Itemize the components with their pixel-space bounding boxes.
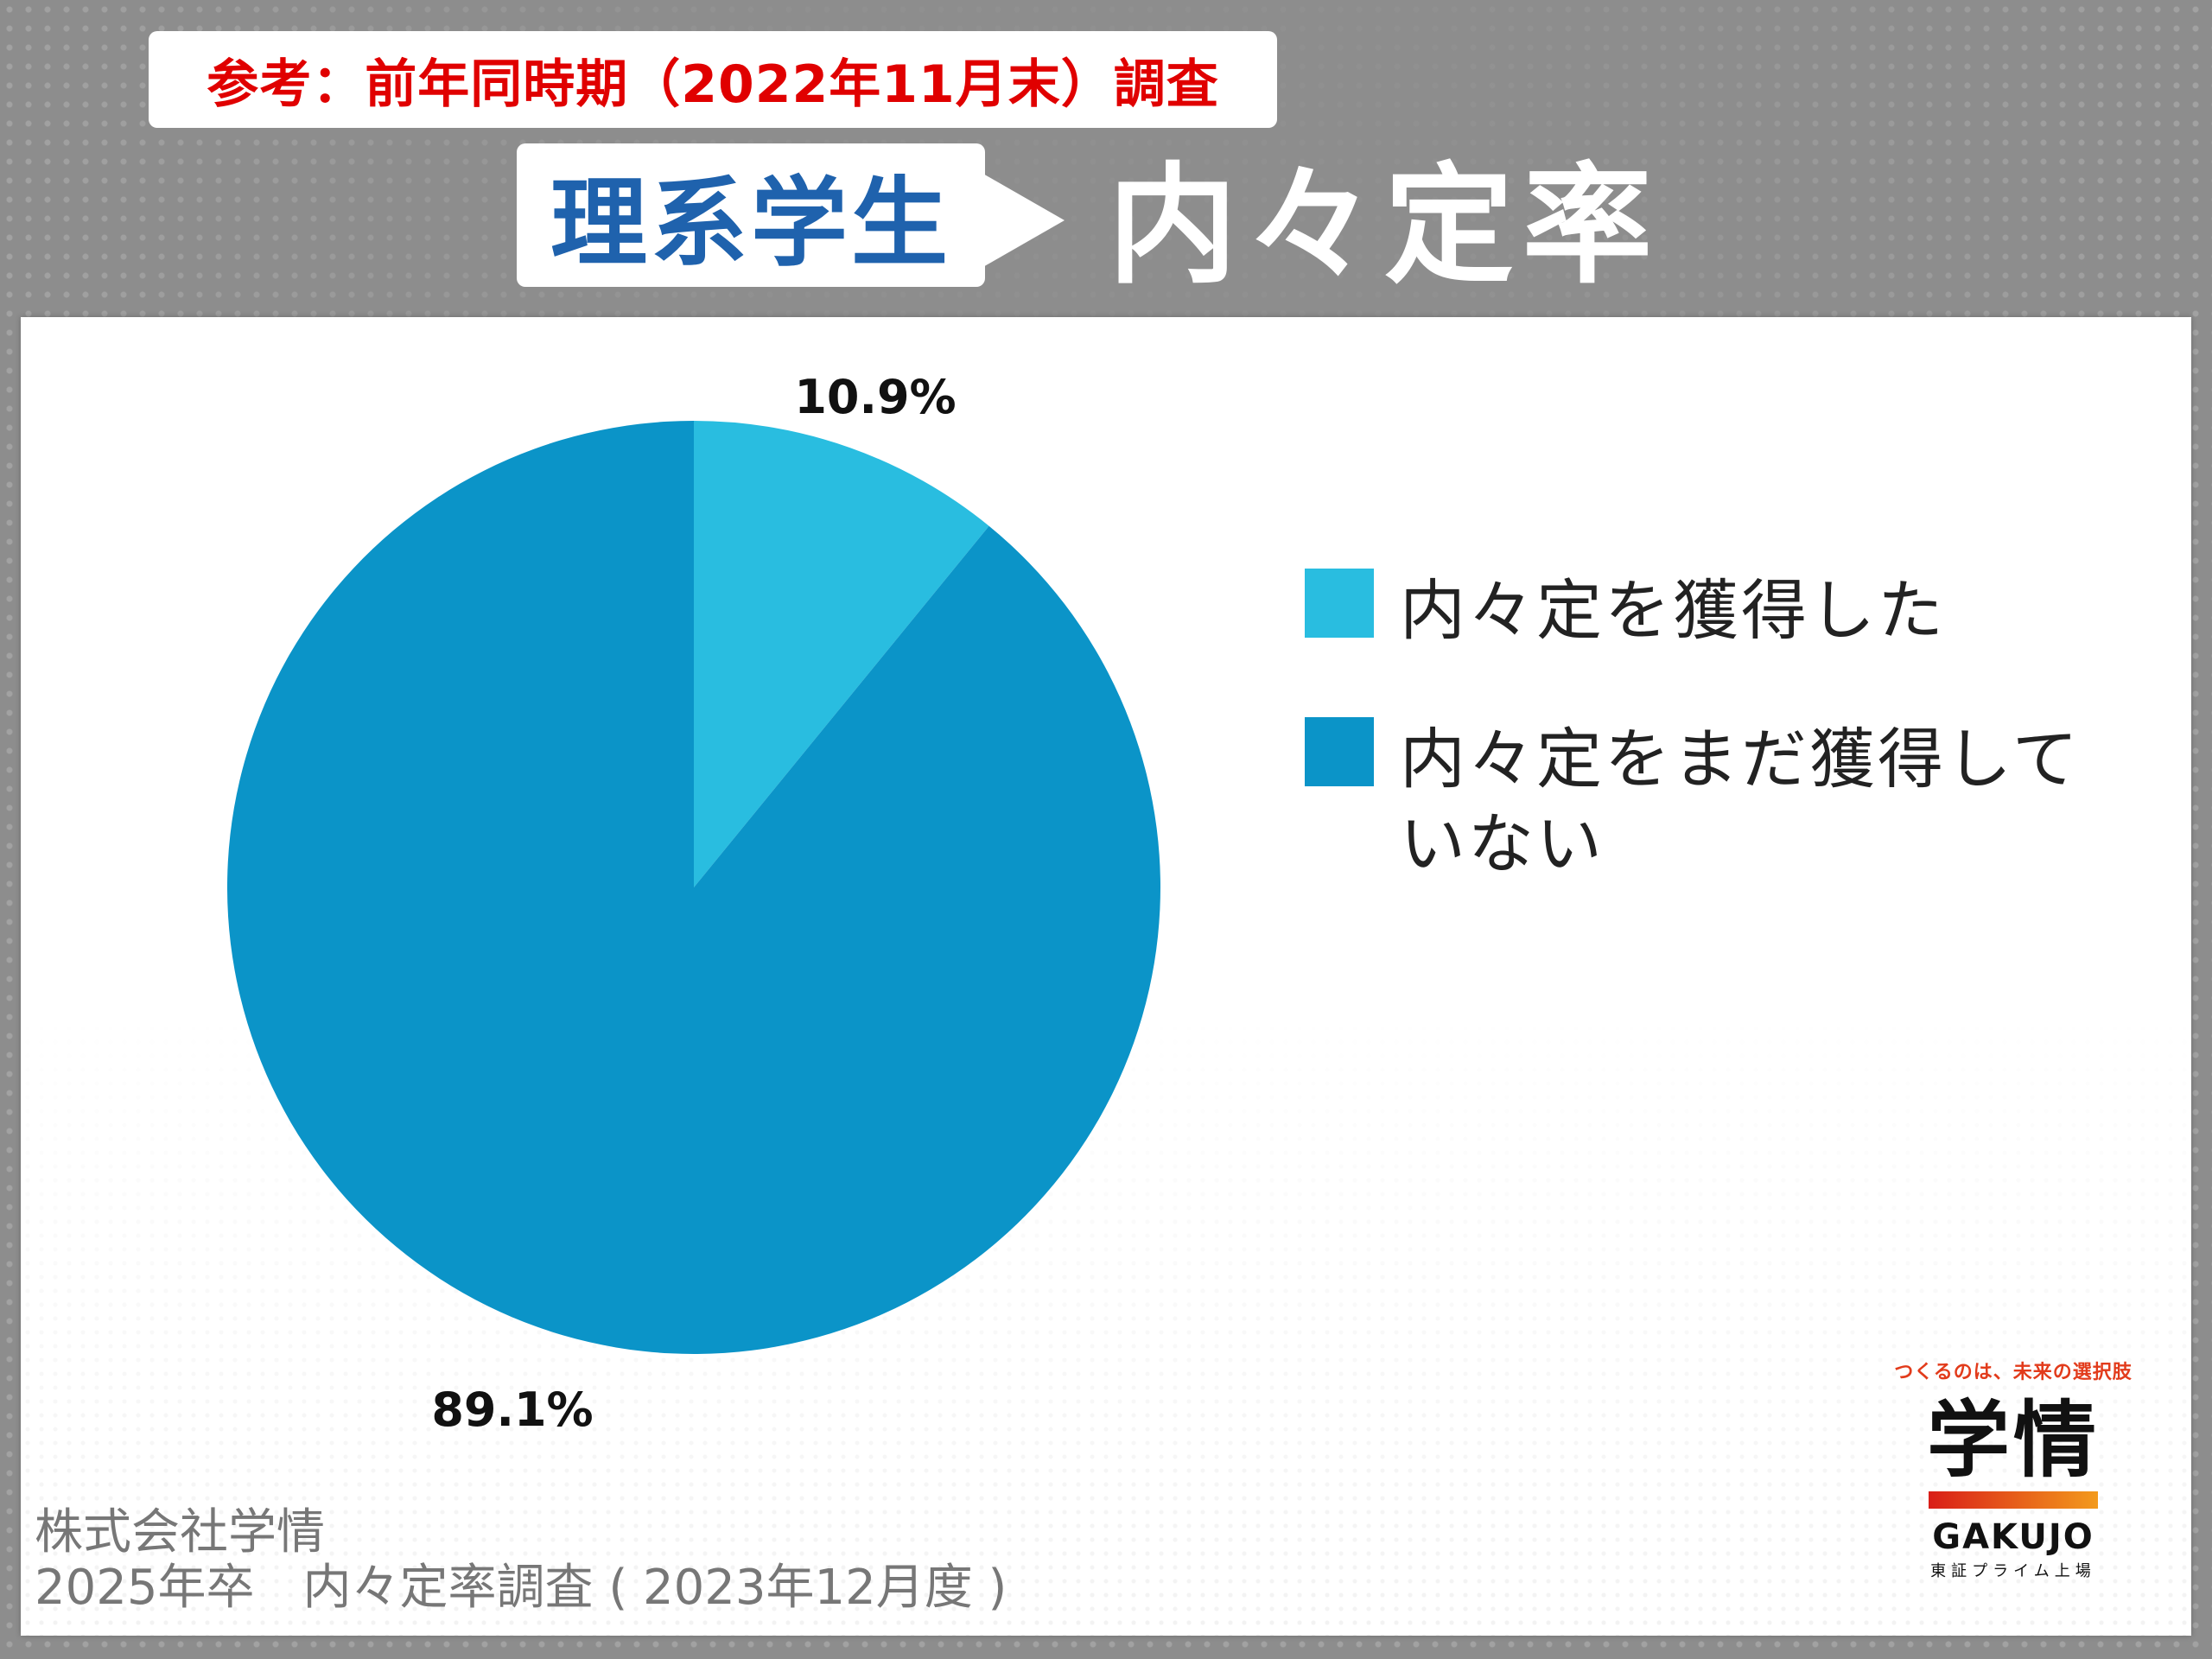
- legend-label-not-acquired-line2: いない: [1400, 805, 1605, 882]
- source-note: 株式会社学情 2025年卒 内々定率調査 ( 2023年12月度 ): [35, 1505, 1007, 1616]
- source-survey: 2025年卒 内々定率調査 ( 2023年12月度 ): [35, 1560, 1007, 1616]
- legend-item-acquired: 内々定を獲得した: [1305, 569, 2177, 653]
- pie-slice-acquired: [694, 421, 989, 887]
- legend-swatch-acquired: [1305, 569, 1374, 638]
- legend-label-not-acquired: 内々定をまだ獲得して いない: [1400, 717, 2177, 887]
- logo-sub: 東証プライム上場: [1930, 1562, 2096, 1580]
- legend-item-not-acquired: 内々定をまだ獲得して いない: [1305, 717, 2177, 887]
- logo-bar: [1929, 1491, 2098, 1509]
- logo-tagline: つくるのは、未来の選択肢: [1894, 1362, 2133, 1383]
- logo-name: GAKUJO: [1932, 1517, 2094, 1557]
- arrow-right-icon: [982, 173, 1065, 268]
- legend-swatch-not-acquired: [1305, 717, 1374, 786]
- gakujo-logo: つくるのは、未来の選択肢 学情 GAKUJO 東証プライム上場: [1884, 1357, 2143, 1590]
- reference-badge: 参考：前年同時期（2022年11月末）調査: [149, 31, 1277, 128]
- source-company: 株式会社学情: [35, 1504, 325, 1560]
- logo-mark: 学情: [1927, 1392, 2100, 1489]
- segment-title: 理系学生: [517, 143, 985, 287]
- pie-label-not-acquired: 89.1%: [431, 1382, 593, 1437]
- legend-label-acquired: 内々定を獲得した: [1400, 569, 2177, 653]
- metric-title: 内々定率: [1108, 150, 1662, 302]
- legend-label-not-acquired-line1: 内々定をまだ獲得して: [1400, 721, 2081, 798]
- pie-label-acquired: 10.9%: [794, 370, 956, 424]
- legend-label-acquired-line1: 内々定を獲得した: [1400, 572, 1946, 649]
- pie-slice-not-acquired: [226, 421, 1160, 1354]
